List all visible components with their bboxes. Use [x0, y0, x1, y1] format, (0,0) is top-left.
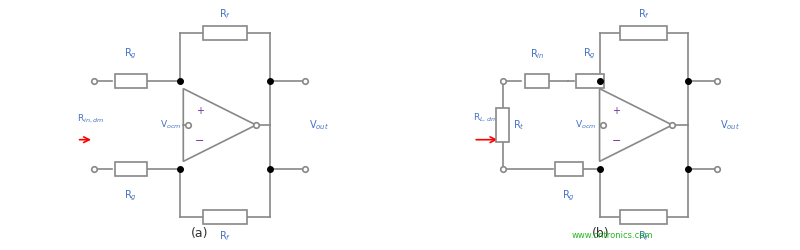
Text: R$_f$: R$_f$: [219, 7, 231, 21]
Text: R$_g$: R$_g$: [124, 189, 137, 203]
Bar: [203, 26, 247, 40]
Text: V$_{ocm}$: V$_{ocm}$: [574, 119, 596, 131]
Text: −: −: [611, 136, 621, 146]
Bar: [620, 26, 667, 40]
Bar: [576, 74, 604, 88]
Text: R$_{in, dm}$: R$_{in, dm}$: [77, 113, 104, 125]
Text: R$_{L, dm}$: R$_{L, dm}$: [474, 112, 498, 124]
Text: (b): (b): [592, 227, 610, 240]
Text: R$_g$: R$_g$: [562, 189, 575, 203]
Text: V$_{out}$: V$_{out}$: [720, 118, 740, 132]
Text: +: +: [612, 106, 620, 116]
Text: www.cntronics.com: www.cntronics.com: [571, 231, 653, 240]
Bar: [114, 74, 146, 88]
Text: (a): (a): [190, 227, 208, 240]
Text: R$_t$: R$_t$: [513, 118, 524, 132]
Bar: [620, 210, 667, 224]
Bar: [114, 162, 146, 176]
Text: −: −: [195, 136, 205, 146]
Text: R$_f$: R$_f$: [219, 229, 231, 243]
Bar: [555, 162, 583, 176]
Bar: [203, 210, 247, 224]
Text: R$_f$: R$_f$: [638, 7, 650, 21]
Bar: [525, 74, 550, 88]
Text: R$_{in}$: R$_{in}$: [530, 48, 544, 61]
Text: R$_g$: R$_g$: [124, 47, 137, 61]
Text: V$_{out}$: V$_{out}$: [310, 118, 330, 132]
Text: +: +: [196, 106, 204, 116]
Text: V$_{ocm}$: V$_{ocm}$: [159, 119, 181, 131]
Text: R$_g$: R$_g$: [583, 47, 596, 61]
Bar: [497, 108, 509, 142]
Text: R$_f$: R$_f$: [638, 229, 650, 243]
